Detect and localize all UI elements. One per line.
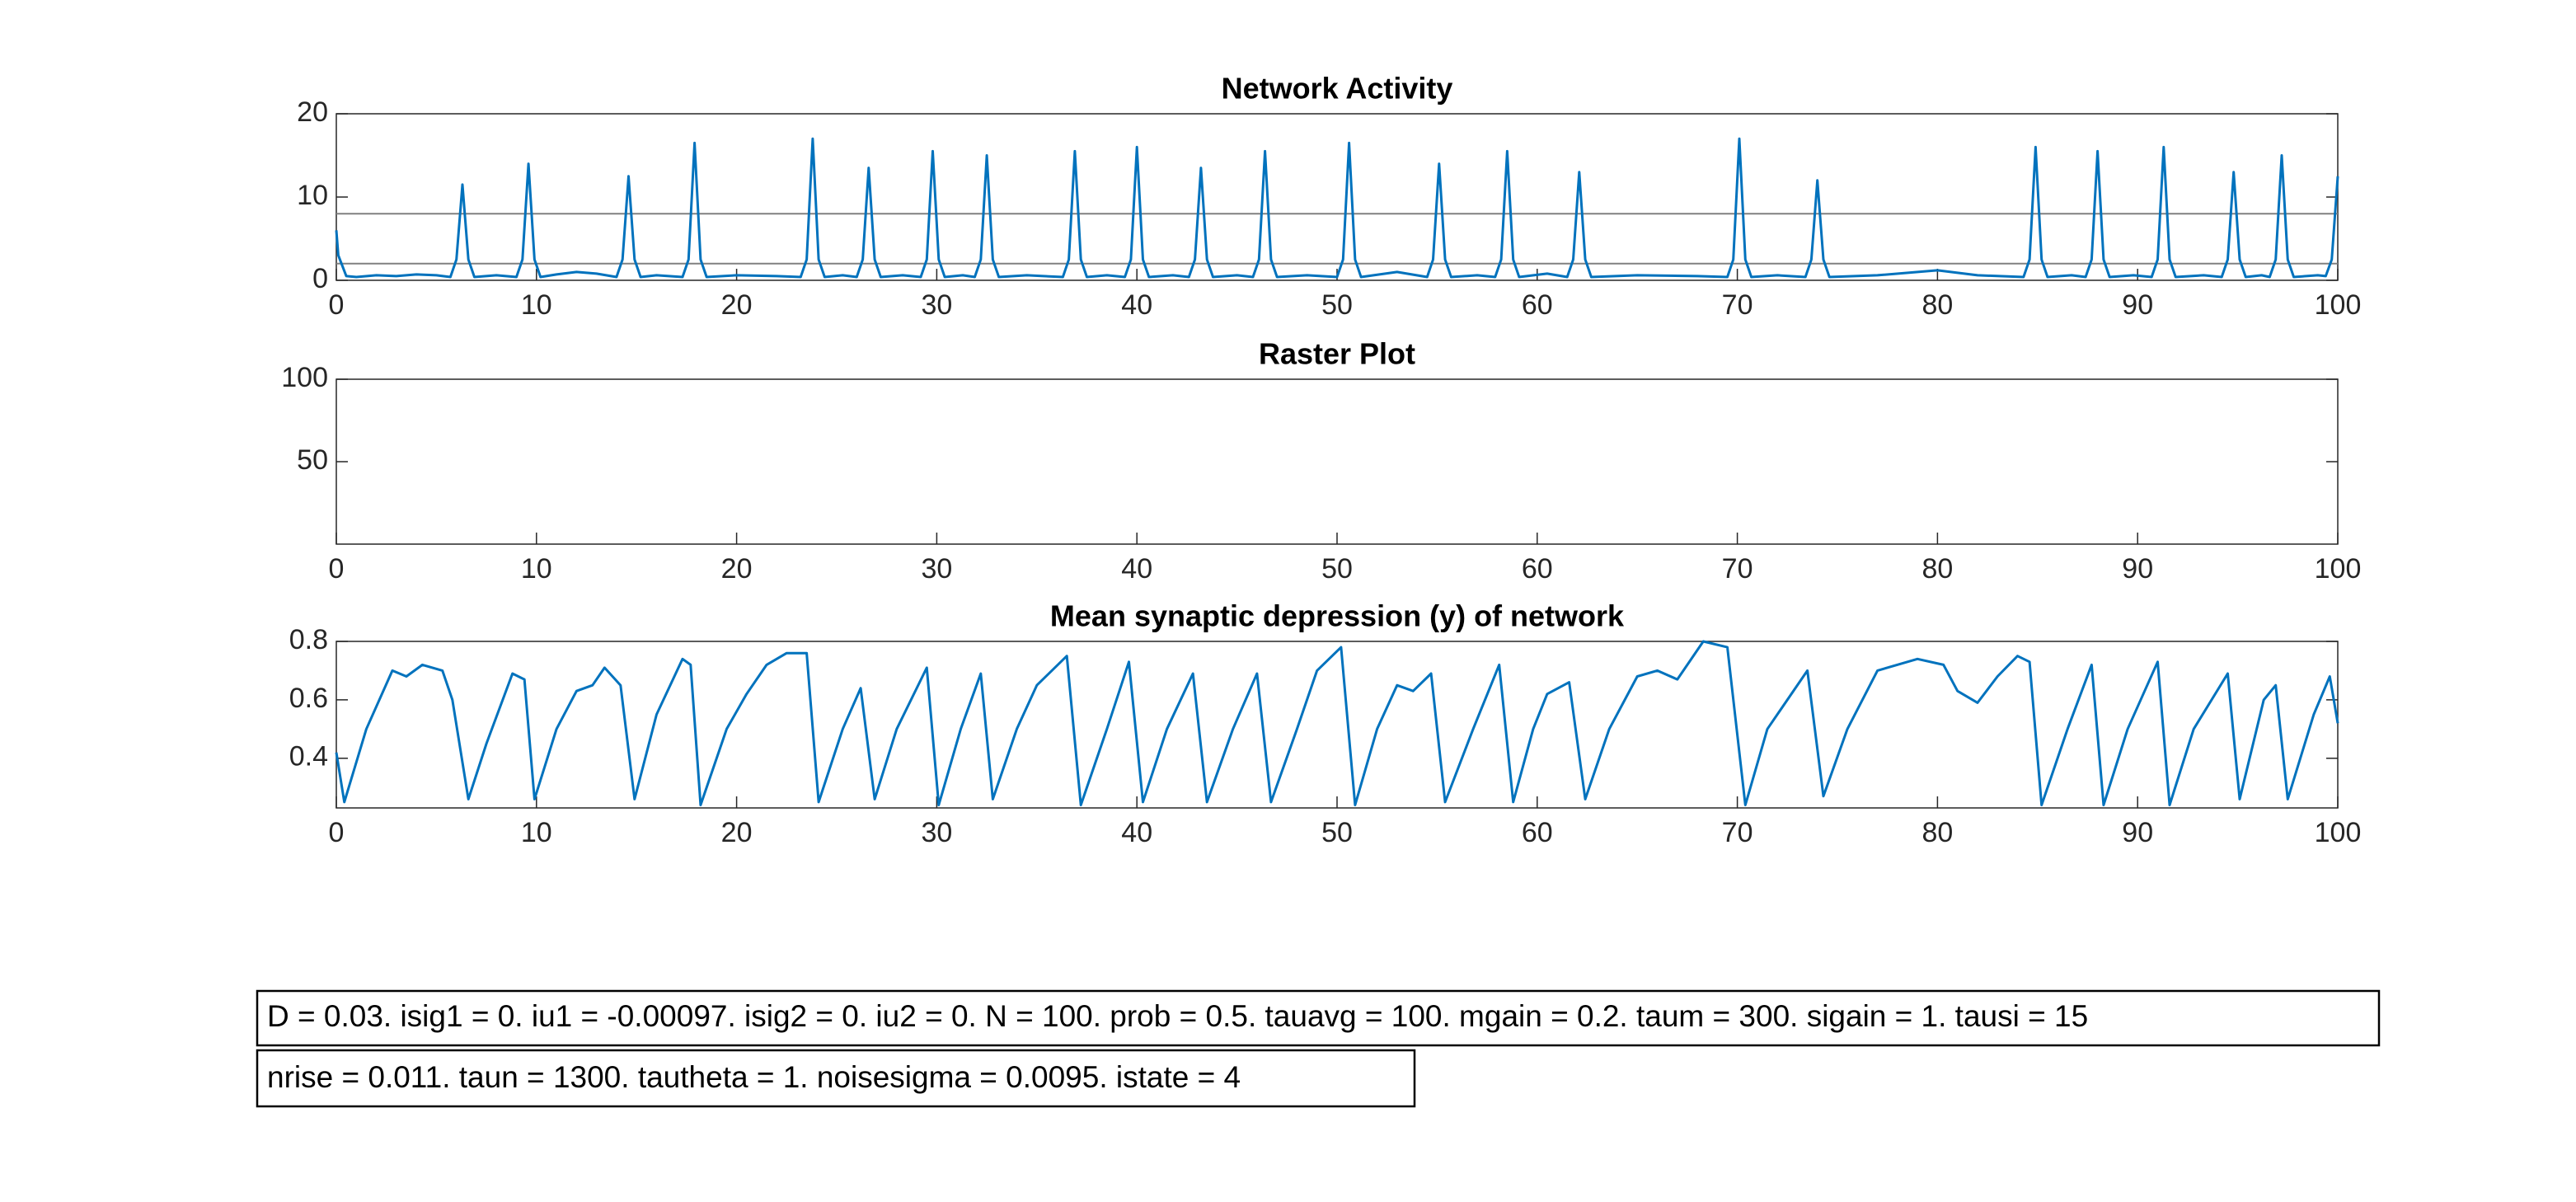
y-tick-label: 10 xyxy=(297,180,328,211)
x-tick-label: 30 xyxy=(921,553,952,585)
x-tick-label: 30 xyxy=(921,289,952,321)
x-tick-label: 80 xyxy=(1921,817,1953,848)
x-tick-label: 70 xyxy=(1722,553,1753,585)
x-tick-label: 20 xyxy=(721,289,753,321)
chart-title: Mean synaptic depression (y) of network xyxy=(1050,599,1625,633)
x-tick-label: 40 xyxy=(1121,553,1152,585)
annotation: D = 0.03. isig1 = 0. iu1 = -0.00097. isi… xyxy=(267,999,2088,1033)
data-line xyxy=(335,640,2339,806)
annotation: nrise = 0.011. taun = 1300. tautheta = 1… xyxy=(267,1060,1241,1094)
x-tick-label: 80 xyxy=(1921,553,1953,585)
chart-title: Network Activity xyxy=(1222,72,1453,106)
annotation-box xyxy=(256,1049,1416,1108)
x-tick-label: 50 xyxy=(1321,553,1353,585)
x-tick-label: 10 xyxy=(521,553,552,585)
y-tick-label: 50 xyxy=(297,444,328,476)
x-tick-label: 80 xyxy=(1921,289,1953,321)
x-tick-label: 20 xyxy=(721,553,753,585)
x-tick-label: 60 xyxy=(1522,817,1553,848)
y-tick-label: 100 xyxy=(281,362,328,393)
x-tick-label: 30 xyxy=(921,817,952,848)
x-tick-label: 10 xyxy=(521,817,552,848)
x-tick-label: 20 xyxy=(721,817,753,848)
x-tick-label: 90 xyxy=(2122,289,2153,321)
x-tick-label: 90 xyxy=(2122,553,2153,585)
data-line xyxy=(335,137,2339,279)
annotation-box xyxy=(256,989,2381,1047)
y-tick-label: 0.4 xyxy=(289,741,328,772)
x-tick-label: 60 xyxy=(1522,553,1553,585)
x-tick-label: 100 xyxy=(2315,289,2362,321)
x-tick-label: 100 xyxy=(2315,553,2362,585)
x-tick-label: 10 xyxy=(521,289,552,321)
x-tick-label: 40 xyxy=(1121,289,1152,321)
x-tick-label: 40 xyxy=(1121,817,1152,848)
x-tick-label: 0 xyxy=(329,817,345,848)
x-tick-label: 0 xyxy=(329,553,345,585)
x-tick-label: 70 xyxy=(1722,289,1753,321)
y-tick-label: 0 xyxy=(312,263,328,294)
x-tick-label: 90 xyxy=(2122,817,2153,848)
y-tick-label: 0.6 xyxy=(289,683,328,714)
x-tick-label: 50 xyxy=(1321,289,1353,321)
x-tick-label: 50 xyxy=(1321,817,1353,848)
y-tick-label: 0.8 xyxy=(289,624,328,655)
y-tick-label: 20 xyxy=(297,96,328,128)
x-tick-label: 60 xyxy=(1522,289,1553,321)
x-tick-label: 70 xyxy=(1722,817,1753,848)
chart-title: Raster Plot xyxy=(1259,337,1415,371)
x-tick-label: 0 xyxy=(329,289,345,321)
x-tick-label: 100 xyxy=(2315,817,2362,848)
